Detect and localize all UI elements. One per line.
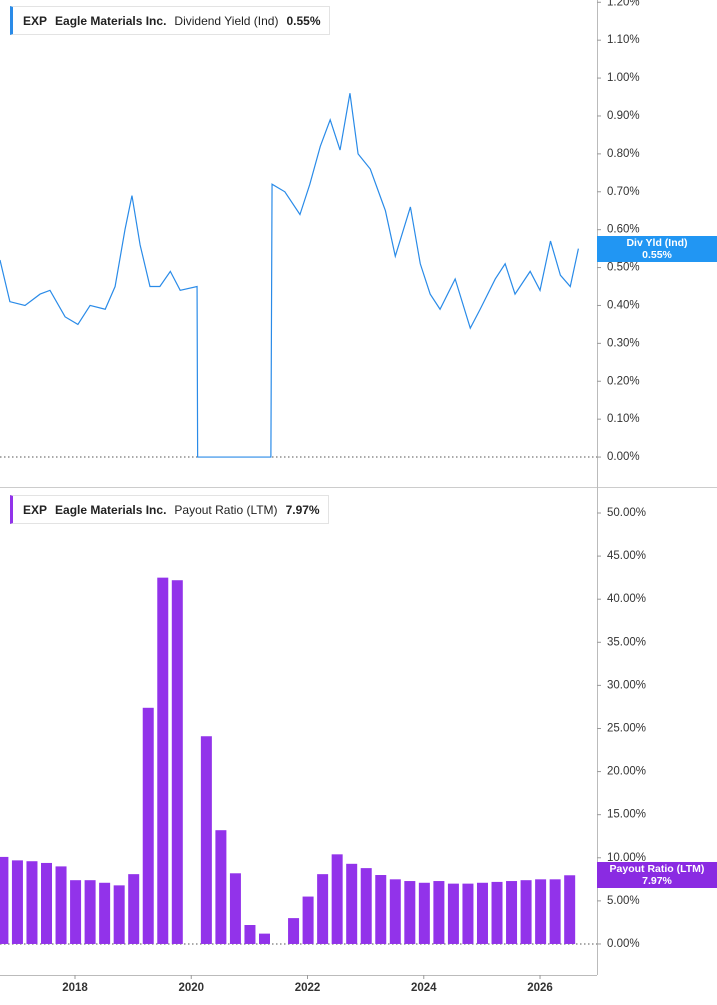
bar [229, 873, 241, 944]
y-tick-label: 40.00% [607, 593, 646, 605]
x-tick-label: 2020 [178, 982, 204, 994]
y-tick-label: 50.00% [607, 507, 646, 519]
bar [491, 881, 503, 944]
y-tick-label: 1.10% [607, 34, 640, 46]
x-tick-label: 2022 [295, 982, 321, 994]
bar [317, 874, 329, 944]
bar [99, 882, 111, 944]
bar [433, 881, 445, 944]
y-tick-label: 0.90% [607, 110, 640, 122]
y-tick-label: 0.80% [607, 148, 640, 160]
bar [171, 580, 183, 944]
legend-series: Payout Ratio (LTM) [174, 502, 278, 517]
y-tick-label: 0.70% [607, 186, 640, 198]
y-tick-label: 0.50% [607, 262, 640, 274]
legend-value: 0.55% [286, 13, 321, 28]
y-tick-label: 45.00% [607, 550, 646, 562]
bar [258, 933, 270, 944]
last-value-badge: Payout Ratio (LTM) 7.97% [597, 862, 717, 889]
y-tick-label: 0.30% [607, 337, 640, 349]
bar [142, 707, 154, 944]
bar [346, 863, 358, 944]
y-tick-label: 20.00% [607, 766, 646, 778]
y-tick-label: 35.00% [607, 636, 646, 648]
bar [476, 882, 488, 944]
bar [506, 881, 518, 944]
y-tick-label: 0.00% [607, 938, 640, 950]
bar [200, 736, 212, 944]
y-tick-label: 10.00% [607, 852, 646, 864]
bar [404, 881, 416, 944]
bar [302, 896, 314, 944]
bar [288, 918, 300, 944]
bar [11, 860, 23, 944]
bar [389, 879, 401, 944]
ticker: EXP [23, 502, 48, 517]
y-tick-label: 30.00% [607, 679, 646, 691]
bar [520, 880, 532, 944]
bar [70, 880, 82, 944]
bar [41, 862, 53, 944]
badge-value: 7.97% [642, 875, 672, 888]
x-tick-label: 2018 [62, 982, 88, 994]
company: Eagle Materials Inc. [55, 13, 167, 28]
y-tick-label: 0.10% [607, 413, 640, 425]
legend-value: 7.97% [285, 502, 320, 517]
bar [447, 883, 459, 944]
bar [331, 854, 343, 944]
bar [26, 861, 38, 944]
y-tick-label: 1.00% [607, 72, 640, 84]
y-tick-label: 0.00% [607, 451, 640, 463]
legend-series: Dividend Yield (Ind) [174, 13, 279, 28]
line-series [0, 93, 579, 458]
badge-label: Div Yld (Ind) [626, 236, 688, 249]
legend: EXP Eagle Materials Inc. Payout Ratio (L… [10, 495, 329, 524]
bar [0, 856, 9, 944]
bar [418, 882, 430, 944]
badge-value: 0.55% [642, 248, 672, 261]
legend: EXP Eagle Materials Inc. Dividend Yield … [10, 6, 330, 35]
bar [55, 866, 67, 944]
y-tick-label: 5.00% [607, 895, 640, 907]
bar [244, 925, 256, 944]
badge-label: Payout Ratio (LTM) [609, 863, 705, 876]
y-tick-label: 0.40% [607, 299, 640, 311]
y-tick-label: 1.20% [607, 0, 640, 8]
bar [113, 885, 125, 944]
bar [215, 830, 227, 944]
bar [360, 868, 372, 944]
bar [535, 879, 547, 944]
bar [564, 875, 576, 944]
last-value-badge: Div Yld (Ind) 0.55% [597, 235, 717, 262]
company: Eagle Materials Inc. [55, 502, 167, 517]
x-tick-label: 2026 [527, 982, 553, 994]
bar [84, 880, 96, 944]
y-tick-label: 0.20% [607, 375, 640, 387]
bar [462, 883, 474, 944]
ticker: EXP [23, 13, 48, 28]
bar [128, 874, 140, 944]
y-tick-label: 25.00% [607, 723, 646, 735]
bar [157, 577, 169, 944]
y-tick-label: 0.60% [607, 224, 640, 236]
bar [375, 875, 387, 944]
y-tick-label: 15.00% [607, 809, 646, 821]
x-tick-label: 2024 [411, 982, 437, 994]
bar [549, 879, 561, 944]
